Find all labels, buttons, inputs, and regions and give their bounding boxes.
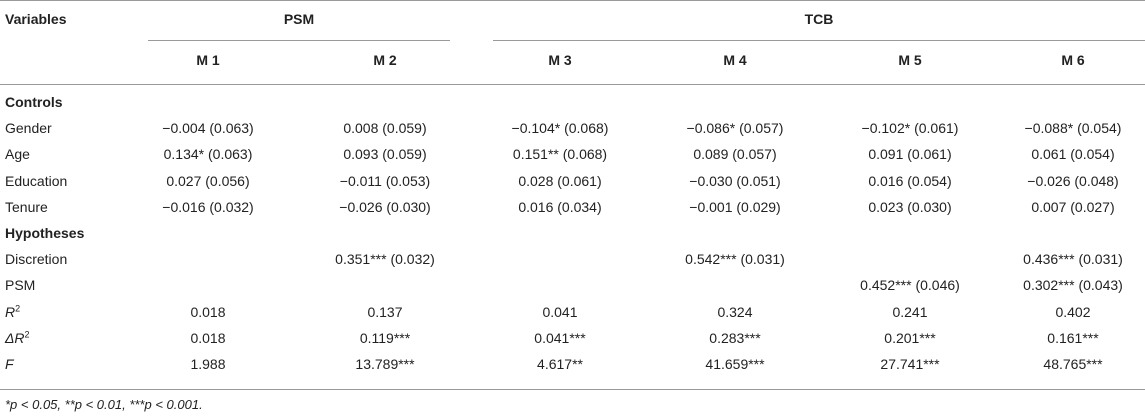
table-cell: 0.452*** (0.046) [860, 277, 960, 294]
model-header-m6: M 6 [1061, 52, 1085, 68]
psm-group-rule [148, 40, 450, 41]
table-cell: 0.016 (0.054) [868, 172, 952, 189]
table-cell: 0.241 [892, 303, 928, 320]
table-cell: 48.765*** [1043, 356, 1103, 372]
table-cell: −0.011 (0.053) [339, 172, 431, 189]
row-label: Tenure [5, 198, 48, 216]
table-cell: 0.016 (0.034) [518, 198, 602, 215]
row-label-text: Education [5, 172, 68, 189]
row-label: ΔR2 [5, 329, 30, 347]
table-cell: 0.137 [367, 303, 403, 320]
table-cell: −0.030 (0.051) [689, 172, 781, 189]
row-label: Education [5, 172, 67, 190]
section-header: Controls [5, 94, 63, 110]
table-cell: 0.201*** [884, 329, 936, 346]
table-cell: −0.016 (0.032) [162, 198, 254, 215]
table-cell: 0.061 (0.054) [1031, 146, 1115, 163]
table-cell: 4.617** [537, 356, 583, 372]
table-cell: 0.027 (0.056) [166, 172, 250, 189]
table-cell: 0.093 (0.059) [343, 146, 427, 163]
row-label: PSM [5, 276, 35, 294]
table-cell: 0.351*** (0.032) [335, 251, 435, 268]
row-label-text: ΔR [5, 329, 25, 346]
variables-header: Variables [5, 11, 67, 27]
table-cell: 0.161*** [1047, 329, 1099, 346]
table-cell: 0.151** (0.068) [512, 146, 608, 163]
table-cell: 13.789*** [355, 356, 415, 372]
table-cell: 0.041 [542, 303, 578, 320]
table-cell: 0.028 (0.061) [518, 172, 602, 189]
table-cell: −0.026 (0.030) [339, 198, 431, 215]
table-cell: 0.436*** (0.031) [1023, 251, 1123, 268]
table-cell: 0.018 [190, 329, 226, 346]
table-cell: 0.402 [1055, 303, 1091, 320]
table-cell: 0.091 (0.061) [868, 146, 952, 163]
row-label: Gender [5, 119, 52, 137]
table-cell: −0.086* (0.057) [686, 120, 784, 137]
row-label-text: Gender [5, 120, 52, 137]
table-cell: 0.023 (0.030) [868, 198, 952, 215]
row-label: Discretion [5, 250, 67, 268]
table-cell: −0.001 (0.029) [689, 198, 781, 215]
table-cell: 0.302*** (0.043) [1023, 277, 1123, 294]
row-label-superscript: 2 [15, 302, 21, 313]
table-cell: 27.741*** [880, 356, 940, 372]
row-label-text: Tenure [5, 198, 48, 215]
row-label-text: Age [5, 146, 30, 163]
table-top-rule [0, 0, 1145, 1]
table-cell: 0.283*** [709, 329, 761, 346]
table-cell: −0.026 (0.048) [1027, 172, 1119, 189]
table-cell: 0.008 (0.059) [343, 120, 427, 137]
table-bottom-rule [0, 389, 1145, 390]
table-cell: 0.018 [190, 303, 226, 320]
table-cell: −0.104* (0.068) [511, 120, 609, 137]
header-bottom-rule [0, 84, 1145, 85]
table-cell: 1.988 [190, 356, 226, 372]
table-cell: −0.088* (0.054) [1024, 120, 1122, 137]
model-header-m4: M 4 [723, 52, 747, 68]
table-cell: −0.102* (0.061) [861, 120, 959, 137]
table-cell: 0.324 [717, 303, 753, 320]
table-cell: 0.089 (0.057) [693, 146, 777, 163]
row-label-text: PSM [5, 277, 36, 294]
table-cell: 0.542*** (0.031) [685, 251, 785, 268]
group-header-tcb: TCB [804, 11, 834, 27]
row-label: Age [5, 145, 30, 163]
table-cell: 0.041*** [534, 329, 586, 346]
table-cell: 0.134* (0.063) [163, 146, 253, 163]
row-label-text: R [5, 303, 16, 320]
model-header-m5: M 5 [898, 52, 922, 68]
table-cell: 0.007 (0.027) [1031, 198, 1115, 215]
model-header-m3: M 3 [548, 52, 572, 68]
model-header-m2: M 2 [373, 52, 397, 68]
row-label: R2 [5, 303, 20, 321]
section-header: Hypotheses [5, 225, 85, 241]
table-cell: −0.004 (0.063) [162, 120, 254, 137]
group-header-psm: PSM [283, 11, 315, 27]
table-footnote: *p < 0.05, **p < 0.01, ***p < 0.001. [5, 397, 203, 412]
tcb-group-rule [493, 40, 1145, 41]
row-label-superscript: 2 [24, 329, 30, 340]
model-header-m1: M 1 [196, 52, 220, 68]
row-label-text: F [5, 356, 14, 372]
row-label-text: Discretion [5, 251, 68, 268]
table-cell: 0.119*** [359, 329, 411, 346]
table-cell: 41.659*** [705, 356, 765, 372]
row-label: F [5, 355, 14, 373]
